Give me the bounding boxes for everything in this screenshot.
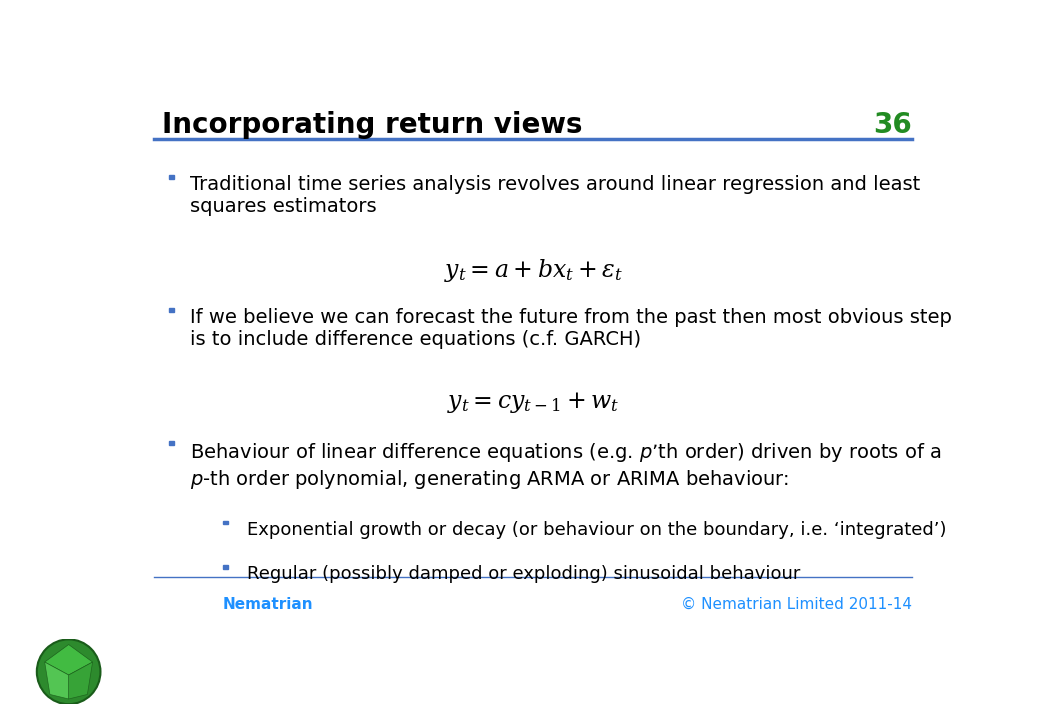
Text: $y_t = cy_{t-1} + w_t$: $y_t = cy_{t-1} + w_t$ bbox=[447, 390, 619, 415]
Text: © Nematrian Limited 2011-14: © Nematrian Limited 2011-14 bbox=[681, 598, 912, 612]
Text: Traditional time series analysis revolves around linear regression and least
squ: Traditional time series analysis revolve… bbox=[190, 175, 920, 216]
Bar bbox=[168, 441, 174, 445]
Polygon shape bbox=[45, 662, 69, 699]
Bar bbox=[223, 521, 228, 524]
Bar bbox=[168, 175, 174, 179]
Text: Behaviour of linear difference equations (e.g. $p$’th order) driven by roots of : Behaviour of linear difference equations… bbox=[190, 441, 941, 490]
Bar bbox=[168, 308, 174, 312]
Polygon shape bbox=[69, 662, 93, 699]
Bar bbox=[223, 565, 228, 569]
Text: Regular (possibly damped or exploding) sinusoidal behaviour: Regular (possibly damped or exploding) s… bbox=[246, 565, 800, 583]
Text: Incorporating return views: Incorporating return views bbox=[162, 112, 582, 140]
Polygon shape bbox=[45, 644, 93, 675]
Text: Nematrian: Nematrian bbox=[223, 598, 313, 612]
Text: $y_t = a + bx_t + \varepsilon_t$: $y_t = a + bx_t + \varepsilon_t$ bbox=[443, 257, 623, 284]
Text: If we believe we can forecast the future from the past then most obvious step
is: If we believe we can forecast the future… bbox=[190, 308, 953, 349]
Ellipse shape bbox=[36, 639, 101, 704]
Text: 36: 36 bbox=[873, 112, 912, 140]
Text: Exponential growth or decay (or behaviour on the boundary, i.e. ‘integrated’): Exponential growth or decay (or behaviou… bbox=[246, 521, 946, 539]
